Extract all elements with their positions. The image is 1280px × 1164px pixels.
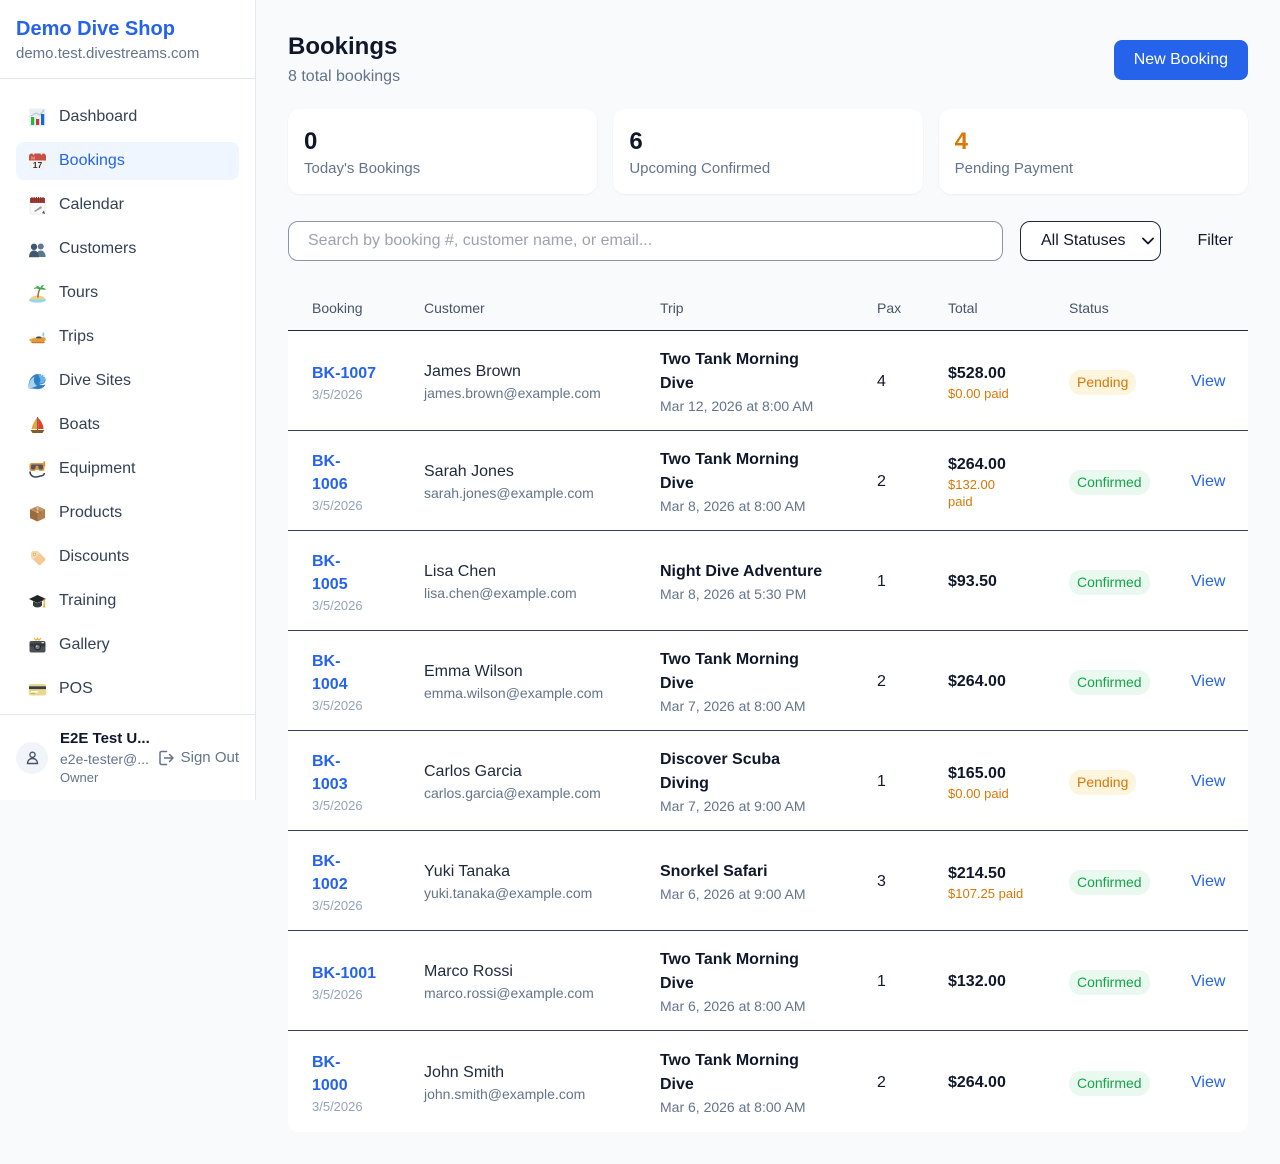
svg-text:M: M [31, 155, 35, 160]
svg-text:17: 17 [32, 160, 42, 170]
